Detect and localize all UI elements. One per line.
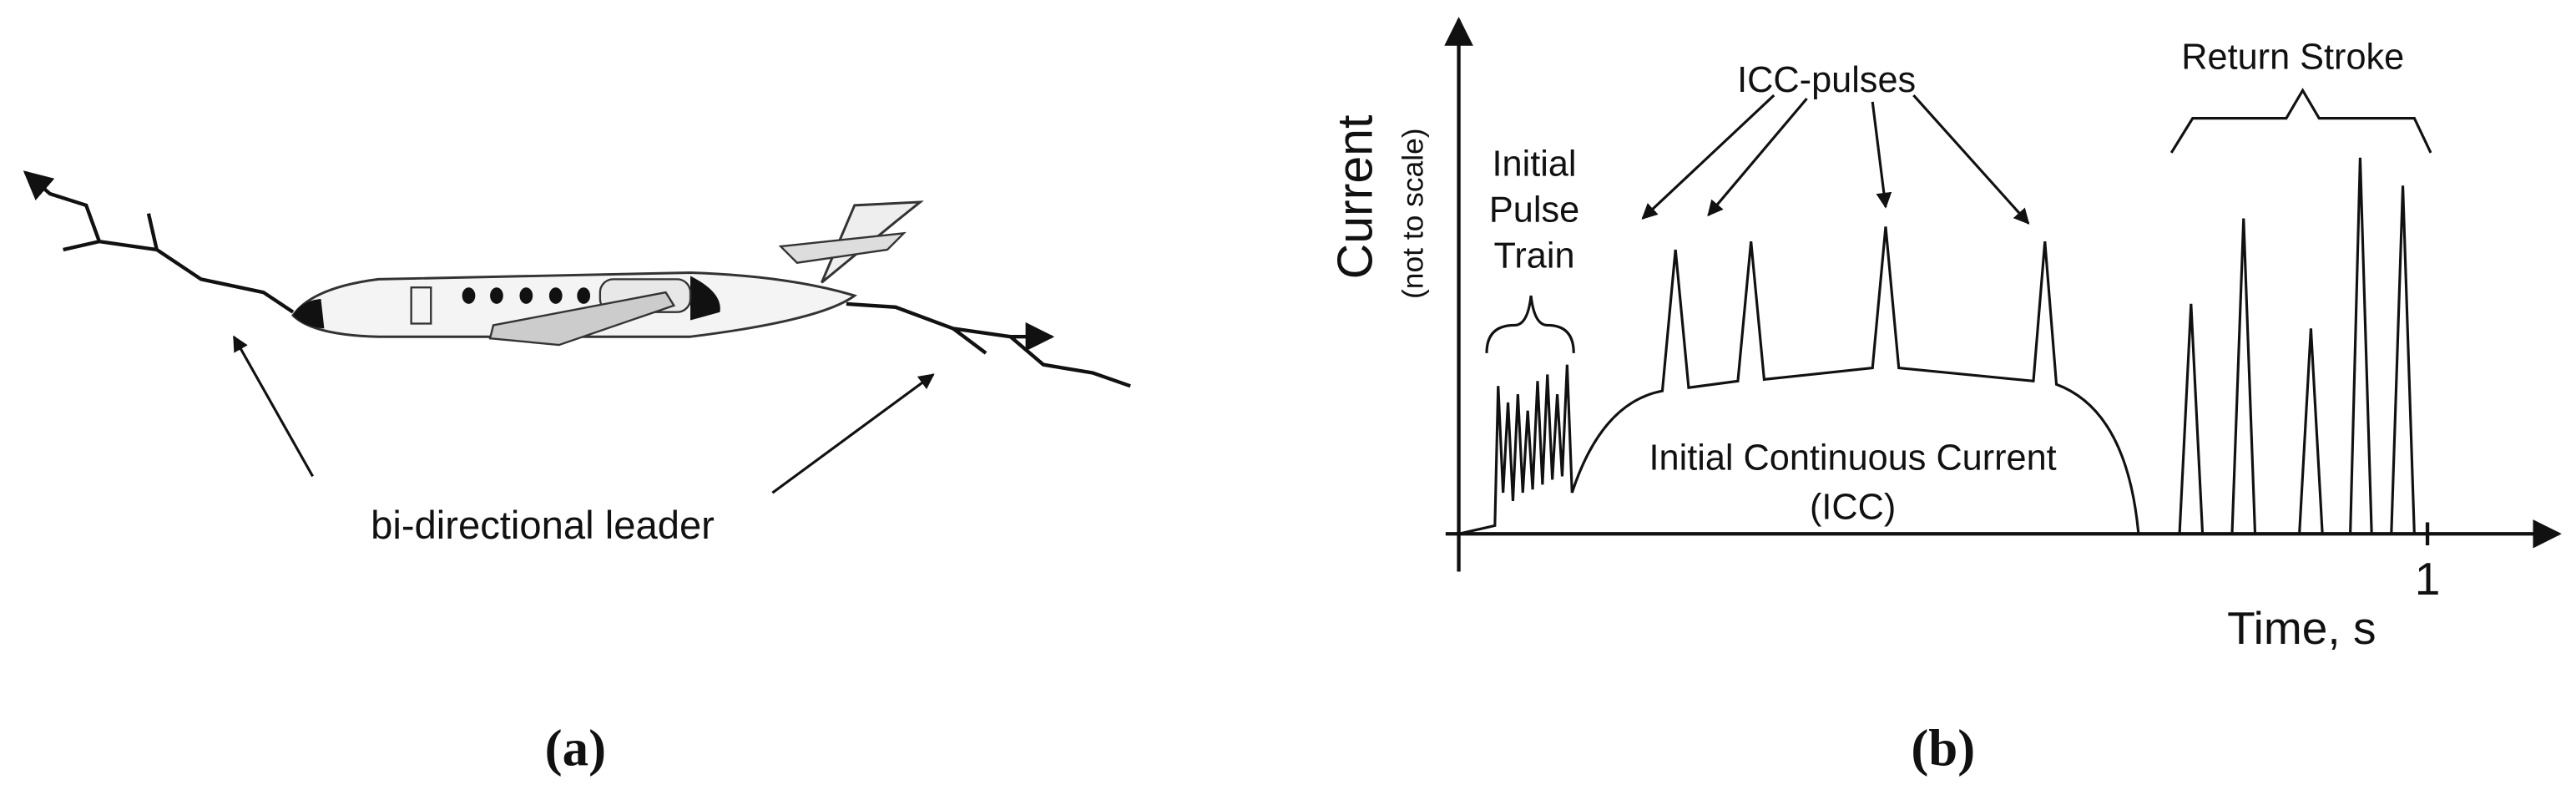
door [410,286,432,325]
icc-waveform [1570,226,2140,534]
pulse-train-label: Pulse [1489,190,1579,230]
pulse-train-label: Initial [1493,144,1577,184]
engine-intake [690,276,720,321]
icc-pulse-arrows [1641,94,2030,225]
pulse-train-label: Train [1494,236,1575,276]
panel-label: (a) [545,719,606,777]
y-axis-title: Current [1327,115,1382,280]
pulse-train [1458,364,1573,535]
panel-b: Current (not to scale) Time, s 1 Initial… [1327,17,2562,777]
pulse-train-bracket [1485,295,1575,353]
x-axis-title: Time, s [2227,602,2376,654]
return-stroke-label: Return Stroke [2181,38,2404,78]
wing [488,291,676,347]
leader-annotation: bi-directional leader [371,504,715,548]
leader-right [846,301,1131,388]
y-axis-subtitle: (not to scale) [1396,128,1429,299]
leader-left [25,173,295,314]
arrow-left [232,335,315,478]
fuselage [291,271,857,338]
return-stroke-bracket [2169,88,2432,154]
return-strokes [2178,157,2416,534]
stabilizer [778,231,907,264]
icc-pulses-label: ICC-pulses [1737,60,1916,100]
icc-label: (ICC) [1810,488,1896,528]
x-tick-label: 1 [2415,553,2441,605]
nose [293,298,325,329]
panel-a: bi-directional leader (a) [25,173,1131,777]
icc-label: Initial Continuous Current [1649,438,2057,479]
windows [462,287,591,304]
panel-label: (b) [1911,719,1975,777]
arrow-right [771,373,935,494]
